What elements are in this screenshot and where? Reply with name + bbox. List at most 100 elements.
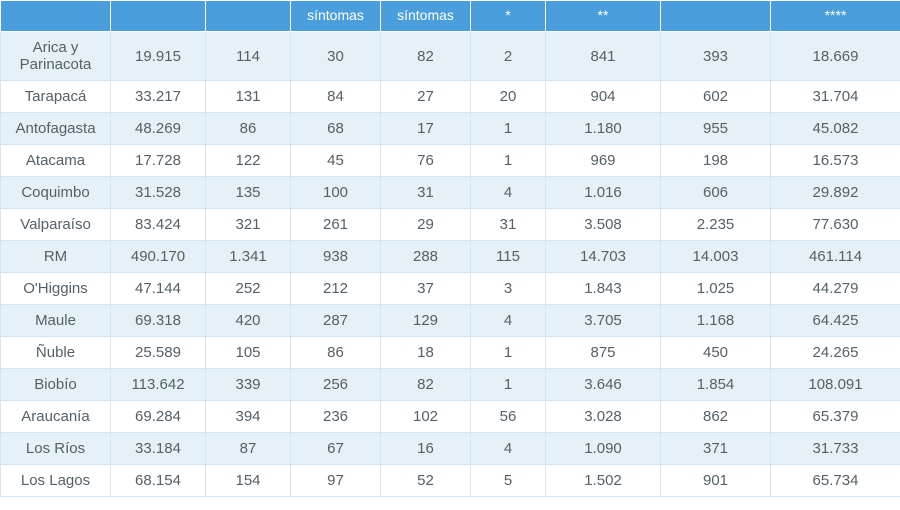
value-cell: 875 [546, 337, 661, 369]
value-cell: 3.646 [546, 369, 661, 401]
value-cell: 1.025 [661, 273, 771, 305]
value-cell: 29 [381, 209, 471, 241]
value-cell: 129 [381, 305, 471, 337]
value-cell: 83.424 [111, 209, 206, 241]
value-cell: 4 [471, 177, 546, 209]
value-cell: 1 [471, 369, 546, 401]
region-name-cell: Los Lagos [1, 465, 111, 497]
value-cell: 2 [471, 32, 546, 81]
value-cell: 31.528 [111, 177, 206, 209]
data-table-container: síntomas síntomas * ** **** Arica y Pari… [0, 0, 900, 497]
value-cell: 4 [471, 433, 546, 465]
value-cell: 48.269 [111, 113, 206, 145]
value-cell: 450 [661, 337, 771, 369]
region-name-cell: Maule [1, 305, 111, 337]
value-cell: 135 [206, 177, 291, 209]
value-cell: 105 [206, 337, 291, 369]
value-cell: 606 [661, 177, 771, 209]
value-cell: 16.573 [771, 145, 900, 177]
value-cell: 461.114 [771, 241, 900, 273]
value-cell: 393 [661, 32, 771, 81]
value-cell: 938 [291, 241, 381, 273]
value-cell: 339 [206, 369, 291, 401]
value-cell: 45.082 [771, 113, 900, 145]
value-cell: 18 [381, 337, 471, 369]
table-row: Valparaíso83.42432126129313.5082.23577.6… [1, 209, 900, 241]
table-row: Antofagasta48.26986681711.18095545.082 [1, 113, 900, 145]
region-name-cell: O'Higgins [1, 273, 111, 305]
value-cell: 1 [471, 145, 546, 177]
table-row: Los Lagos68.154154975251.50290165.734 [1, 465, 900, 497]
value-cell: 154 [206, 465, 291, 497]
table-row: Biobío113.6423392568213.6461.854108.091 [1, 369, 900, 401]
value-cell: 31.704 [771, 81, 900, 113]
value-cell: 31 [381, 177, 471, 209]
value-cell: 14.703 [546, 241, 661, 273]
table-row: Los Ríos33.18487671641.09037131.733 [1, 433, 900, 465]
value-cell: 33.217 [111, 81, 206, 113]
col-header-8: **** [771, 1, 900, 32]
table-row: RM490.1701.34193828811514.70314.003461.1… [1, 241, 900, 273]
value-cell: 24.265 [771, 337, 900, 369]
value-cell: 19.915 [111, 32, 206, 81]
col-header-6: ** [546, 1, 661, 32]
col-header-1 [111, 1, 206, 32]
value-cell: 69.284 [111, 401, 206, 433]
value-cell: 68.154 [111, 465, 206, 497]
value-cell: 287 [291, 305, 381, 337]
value-cell: 131 [206, 81, 291, 113]
value-cell: 52 [381, 465, 471, 497]
value-cell: 371 [661, 433, 771, 465]
value-cell: 82 [381, 32, 471, 81]
value-cell: 65.379 [771, 401, 900, 433]
value-cell: 31.733 [771, 433, 900, 465]
region-name-cell: Atacama [1, 145, 111, 177]
value-cell: 82 [381, 369, 471, 401]
region-name-cell: Tarapacá [1, 81, 111, 113]
value-cell: 198 [661, 145, 771, 177]
value-cell: 86 [206, 113, 291, 145]
value-cell: 86 [291, 337, 381, 369]
value-cell: 14.003 [661, 241, 771, 273]
region-name-cell: Antofagasta [1, 113, 111, 145]
value-cell: 236 [291, 401, 381, 433]
value-cell: 1.180 [546, 113, 661, 145]
value-cell: 1.168 [661, 305, 771, 337]
col-header-2 [206, 1, 291, 32]
table-row: Coquimbo31.5281351003141.01660629.892 [1, 177, 900, 209]
value-cell: 27 [381, 81, 471, 113]
value-cell: 490.170 [111, 241, 206, 273]
value-cell: 1.090 [546, 433, 661, 465]
value-cell: 87 [206, 433, 291, 465]
value-cell: 100 [291, 177, 381, 209]
col-header-4: síntomas [381, 1, 471, 32]
value-cell: 113.642 [111, 369, 206, 401]
header-row: síntomas síntomas * ** **** [1, 1, 900, 32]
value-cell: 37 [381, 273, 471, 305]
value-cell: 33.184 [111, 433, 206, 465]
value-cell: 77.630 [771, 209, 900, 241]
table-header: síntomas síntomas * ** **** [1, 1, 900, 32]
value-cell: 3.508 [546, 209, 661, 241]
value-cell: 44.279 [771, 273, 900, 305]
region-name-cell: Biobío [1, 369, 111, 401]
value-cell: 969 [546, 145, 661, 177]
value-cell: 904 [546, 81, 661, 113]
value-cell: 5 [471, 465, 546, 497]
value-cell: 3 [471, 273, 546, 305]
value-cell: 68 [291, 113, 381, 145]
value-cell: 602 [661, 81, 771, 113]
value-cell: 29.892 [771, 177, 900, 209]
table-row: Arica y Parinacota19.9151143082284139318… [1, 32, 900, 81]
value-cell: 84 [291, 81, 381, 113]
value-cell: 17 [381, 113, 471, 145]
table-body: Arica y Parinacota19.9151143082284139318… [1, 32, 900, 497]
value-cell: 901 [661, 465, 771, 497]
value-cell: 31 [471, 209, 546, 241]
region-name-cell: Coquimbo [1, 177, 111, 209]
table-row: Atacama17.7281224576196919816.573 [1, 145, 900, 177]
region-name-cell: RM [1, 241, 111, 273]
value-cell: 420 [206, 305, 291, 337]
value-cell: 45 [291, 145, 381, 177]
col-header-5: * [471, 1, 546, 32]
